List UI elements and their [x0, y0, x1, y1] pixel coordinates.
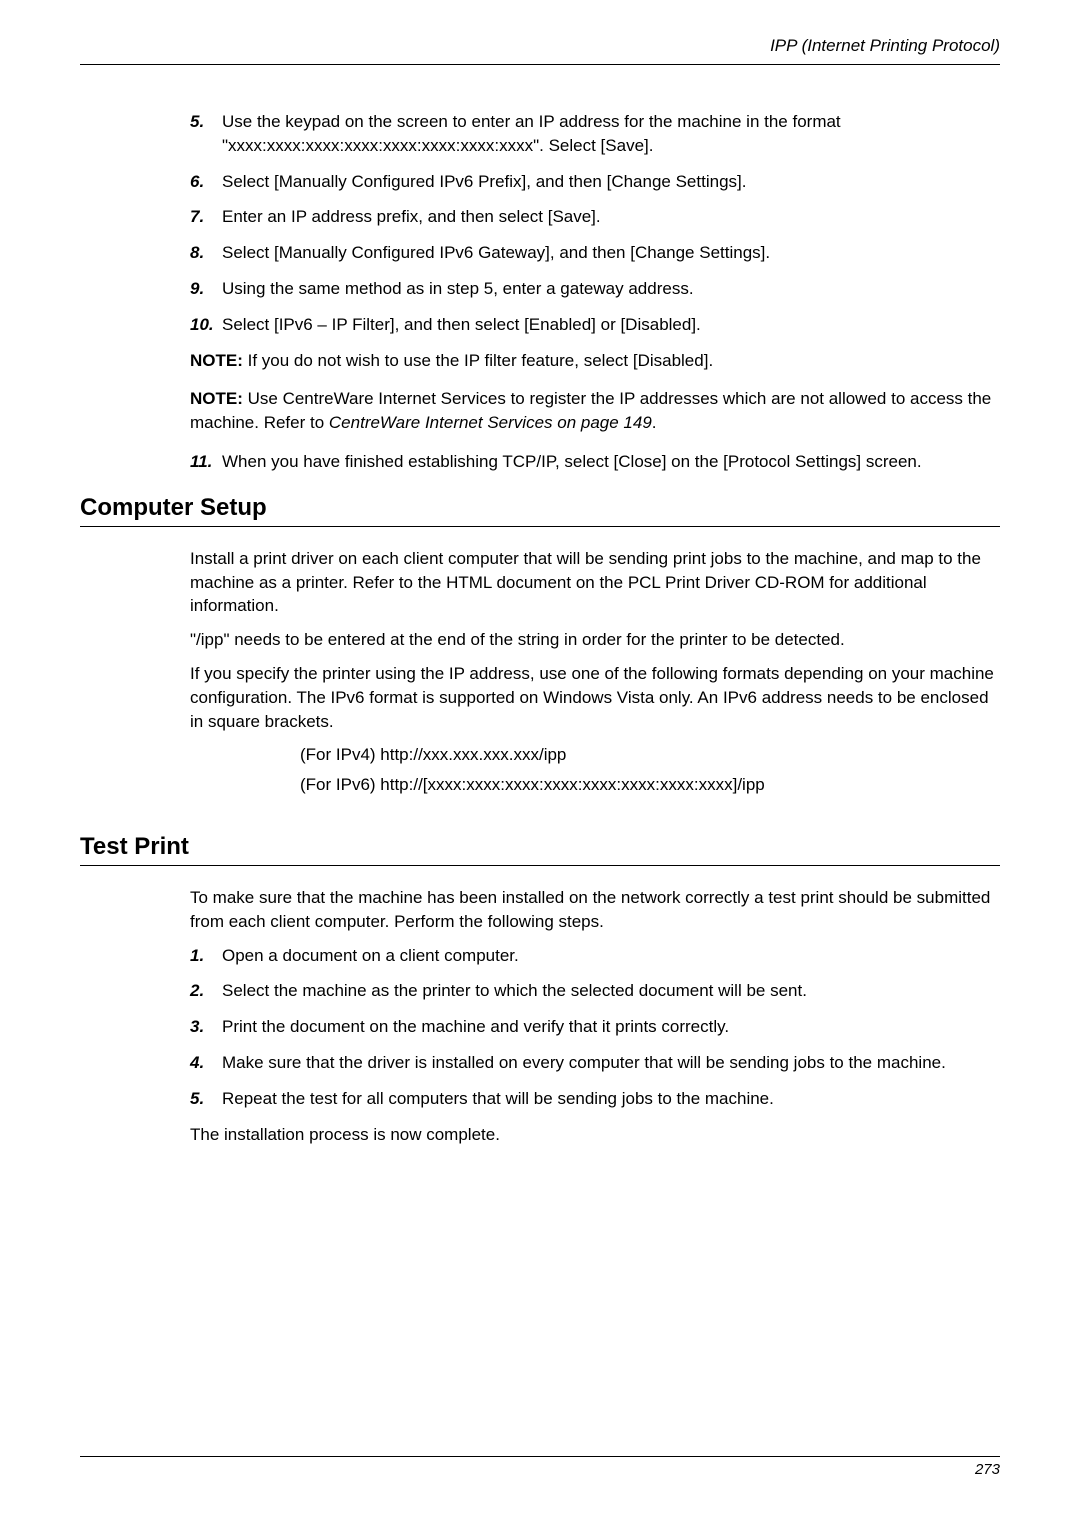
- body-paragraph: Install a print driver on each client co…: [190, 547, 1000, 618]
- list-item: 4. Make sure that the driver is installe…: [190, 1051, 1000, 1075]
- step-number: 3.: [190, 1015, 222, 1039]
- list-item: 8. Select [Manually Configured IPv6 Gate…: [190, 241, 1000, 265]
- step-text: Make sure that the driver is installed o…: [222, 1051, 1000, 1075]
- note-text: If you do not wish to use the IP filter …: [243, 351, 713, 370]
- step-text: Select [Manually Configured IPv6 Prefix]…: [222, 170, 1000, 194]
- body-paragraph: If you specify the printer using the IP …: [190, 662, 1000, 733]
- list-item: 10. Select [IPv6 – IP Filter], and then …: [190, 313, 1000, 337]
- step-text: Repeat the test for all computers that w…: [222, 1087, 1000, 1111]
- step-text: Select the machine as the printer to whi…: [222, 979, 1000, 1003]
- step-number: 1.: [190, 944, 222, 968]
- list-item: 6. Select [Manually Configured IPv6 Pref…: [190, 170, 1000, 194]
- indent-line: (For IPv4) http://xxx.xxx.xxx.xxx/ipp: [300, 743, 1000, 767]
- note-1: NOTE: If you do not wish to use the IP f…: [190, 349, 1000, 373]
- step-number: 5.: [190, 1087, 222, 1111]
- page-number: 273: [975, 1461, 1000, 1478]
- list-item: 5. Repeat the test for all computers tha…: [190, 1087, 1000, 1111]
- step-number: 9.: [190, 277, 222, 301]
- step-number: 7.: [190, 205, 222, 229]
- step-text: Select [Manually Configured IPv6 Gateway…: [222, 241, 1000, 265]
- header-title: IPP (Internet Printing Protocol): [770, 36, 1000, 55]
- note-label: NOTE:: [190, 351, 243, 370]
- step-text: Open a document on a client computer.: [222, 944, 1000, 968]
- page-header: IPP (Internet Printing Protocol): [80, 0, 1000, 65]
- step-text: Print the document on the machine and ve…: [222, 1015, 1000, 1039]
- list-item: 5. Use the keypad on the screen to enter…: [190, 110, 1000, 158]
- list-item: 2. Select the machine as the printer to …: [190, 979, 1000, 1003]
- body-paragraph: To make sure that the machine has been i…: [190, 886, 1000, 934]
- note-link: CentreWare Internet Services on page 149: [329, 413, 652, 432]
- body-paragraph: "/ipp" needs to be entered at the end of…: [190, 628, 1000, 652]
- list-item: 7. Enter an IP address prefix, and then …: [190, 205, 1000, 229]
- step-list-1b: 11. When you have finished establishing …: [190, 450, 1000, 474]
- note-label: NOTE:: [190, 389, 243, 408]
- step-text: Select [IPv6 – IP Filter], and then sele…: [222, 313, 1000, 337]
- list-item: 11. When you have finished establishing …: [190, 450, 1000, 474]
- list-item: 3. Print the document on the machine and…: [190, 1015, 1000, 1039]
- body-paragraph: The installation process is now complete…: [190, 1123, 1000, 1147]
- note-text-c: .: [652, 413, 657, 432]
- step-number: 5.: [190, 110, 222, 158]
- step-text: Using the same method as in step 5, ente…: [222, 277, 1000, 301]
- section-title-computer-setup: Computer Setup: [80, 494, 1000, 527]
- step-list-2: 1. Open a document on a client computer.…: [190, 944, 1000, 1111]
- step-text: When you have finished establishing TCP/…: [222, 450, 1000, 474]
- step-list-1: 5. Use the keypad on the screen to enter…: [190, 110, 1000, 337]
- list-item: 9. Using the same method as in step 5, e…: [190, 277, 1000, 301]
- step-number: 6.: [190, 170, 222, 194]
- indent-line: (For IPv6) http://[xxxx:xxxx:xxxx:xxxx:x…: [300, 773, 1000, 797]
- step-text: Use the keypad on the screen to enter an…: [222, 110, 1000, 158]
- step-number: 4.: [190, 1051, 222, 1075]
- page-footer: 273: [80, 1456, 1000, 1478]
- list-item: 1. Open a document on a client computer.: [190, 944, 1000, 968]
- step-number: 8.: [190, 241, 222, 265]
- note-2: NOTE: Use CentreWare Internet Services t…: [190, 387, 1000, 435]
- section-title-test-print: Test Print: [80, 833, 1000, 866]
- step-number: 10.: [190, 313, 222, 337]
- step-number: 2.: [190, 979, 222, 1003]
- page-content: 5. Use the keypad on the screen to enter…: [80, 65, 1000, 1146]
- step-text: Enter an IP address prefix, and then sel…: [222, 205, 1000, 229]
- step-number: 11.: [190, 450, 222, 474]
